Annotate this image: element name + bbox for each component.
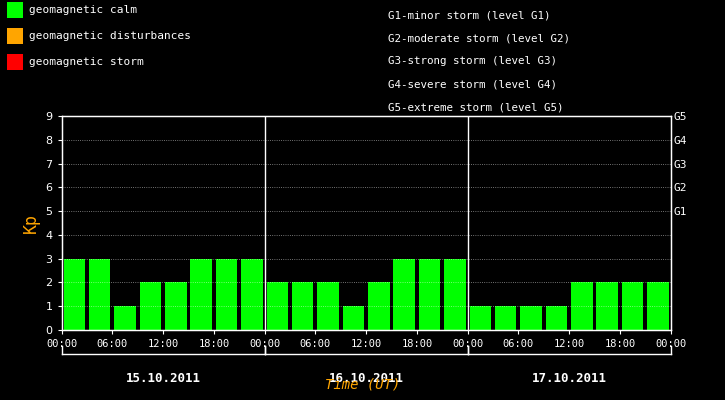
Bar	[191, 259, 212, 330]
Text: 17.10.2011: 17.10.2011	[531, 372, 607, 385]
Bar	[394, 259, 415, 330]
Text: G5-extreme storm (level G5): G5-extreme storm (level G5)	[388, 103, 563, 113]
Text: G3-strong storm (level G3): G3-strong storm (level G3)	[388, 56, 557, 66]
Text: 15.10.2011: 15.10.2011	[125, 372, 201, 385]
Bar	[368, 282, 389, 330]
Bar	[444, 259, 465, 330]
Text: geomagnetic calm: geomagnetic calm	[29, 5, 137, 15]
Bar	[495, 306, 516, 330]
Bar	[267, 282, 288, 330]
Text: G1-minor storm (level G1): G1-minor storm (level G1)	[388, 10, 550, 20]
Text: G2-moderate storm (level G2): G2-moderate storm (level G2)	[388, 33, 570, 43]
Bar	[597, 282, 618, 330]
Y-axis label: Kp: Kp	[22, 213, 40, 233]
Bar	[216, 259, 237, 330]
Bar	[318, 282, 339, 330]
Bar	[521, 306, 542, 330]
Text: G4-severe storm (level G4): G4-severe storm (level G4)	[388, 80, 557, 90]
Text: 16.10.2011: 16.10.2011	[328, 372, 404, 385]
Text: geomagnetic disturbances: geomagnetic disturbances	[29, 31, 191, 41]
Bar	[622, 282, 643, 330]
Bar	[241, 259, 262, 330]
Text: geomagnetic storm: geomagnetic storm	[29, 57, 144, 67]
Bar	[115, 306, 136, 330]
Text: Time (UT): Time (UT)	[325, 378, 400, 392]
Bar	[546, 306, 567, 330]
Bar	[470, 306, 491, 330]
Bar	[64, 259, 85, 330]
Bar	[292, 282, 313, 330]
Bar	[571, 282, 592, 330]
Bar	[343, 306, 364, 330]
Bar	[647, 282, 668, 330]
Bar	[140, 282, 161, 330]
Bar	[165, 282, 186, 330]
Bar	[419, 259, 440, 330]
Bar	[89, 259, 110, 330]
